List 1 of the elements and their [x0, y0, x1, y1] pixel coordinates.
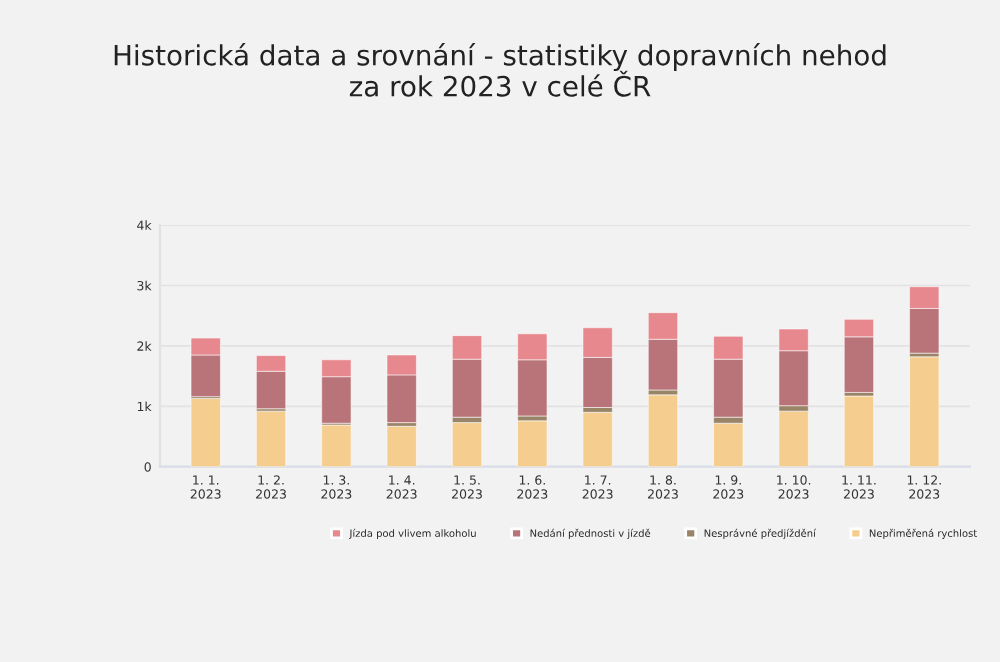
chart-title: Historická data a srovnání - statistiky dopravních nehod za rok 2023 v celé ČR — [114, 43, 886, 97]
